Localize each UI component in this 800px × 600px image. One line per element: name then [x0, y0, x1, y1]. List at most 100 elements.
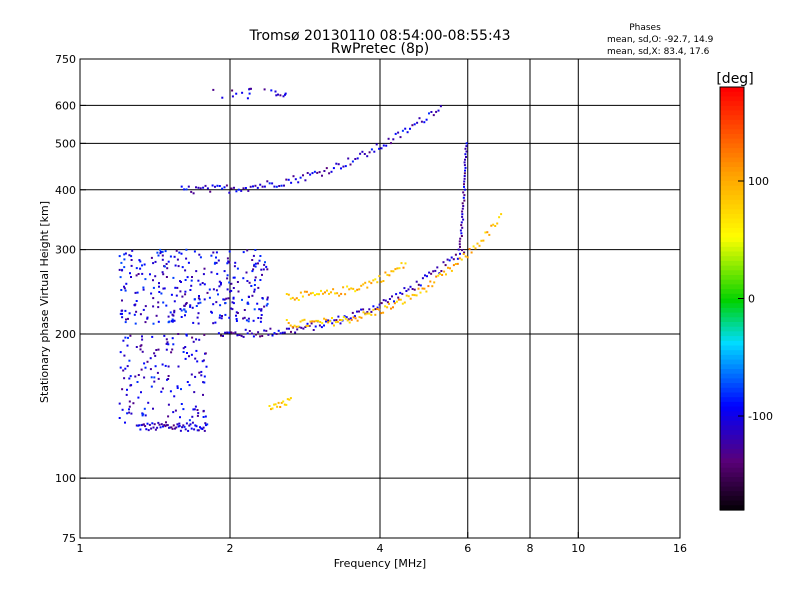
colorbar-band: [720, 223, 744, 229]
echo-point: [395, 293, 398, 296]
echo-point: [119, 351, 122, 354]
echo-point: [172, 343, 175, 346]
echo-point: [304, 179, 307, 182]
trace-scatter-cloud-1: [118, 248, 269, 325]
echo-point: [135, 300, 138, 302]
echo-point: [135, 310, 138, 313]
echo-point: [264, 261, 266, 264]
echo-point: [350, 318, 353, 321]
echo-point: [370, 282, 373, 285]
echo-point: [462, 196, 465, 199]
echo-point: [356, 288, 359, 291]
echo-point: [380, 280, 383, 283]
echo-point: [372, 279, 375, 282]
echo-point: [139, 313, 142, 316]
echo-point: [183, 304, 186, 307]
echo-point: [263, 305, 266, 308]
colorbar-band: [720, 190, 744, 196]
echo-point: [362, 283, 365, 286]
echo-point: [124, 367, 127, 370]
echo-point: [382, 299, 385, 302]
echo-point: [409, 285, 412, 288]
echo-point: [340, 292, 343, 295]
echo-point: [462, 191, 465, 194]
echo-point: [397, 131, 400, 134]
echo-point: [463, 185, 465, 188]
echo-point: [194, 375, 197, 378]
echo-point: [295, 325, 298, 328]
echo-point: [266, 302, 269, 305]
echo-point: [212, 88, 215, 91]
echo-point: [320, 326, 323, 329]
echo-point: [378, 275, 381, 278]
echo-point: [241, 298, 243, 301]
echo-point: [248, 330, 251, 332]
echo-point: [395, 300, 398, 303]
echo-point: [474, 247, 477, 250]
echo-point: [331, 317, 333, 319]
echo-point: [458, 257, 461, 260]
echo-point: [460, 232, 463, 235]
echo-point: [171, 427, 174, 430]
echo-point: [198, 253, 201, 256]
echo-point: [227, 297, 230, 300]
echo-point: [342, 286, 345, 289]
echo-point: [232, 332, 235, 335]
echo-point: [237, 290, 240, 293]
echo-point: [195, 425, 198, 428]
echo-point: [432, 114, 435, 117]
echo-point: [124, 421, 126, 424]
echo-point: [211, 184, 214, 187]
x-tick-label: 4: [377, 542, 384, 555]
echo-point: [232, 287, 235, 289]
echo-point: [167, 375, 170, 377]
echo-point: [459, 237, 462, 240]
echo-point: [320, 289, 322, 292]
echo-point: [437, 109, 440, 112]
echo-point: [163, 424, 166, 427]
echo-point: [401, 302, 404, 305]
echo-point: [403, 301, 406, 304]
echo-point: [139, 260, 142, 263]
echo-point: [146, 360, 149, 363]
echo-point: [271, 407, 274, 410]
echo-point: [143, 362, 146, 365]
echo-point: [254, 276, 257, 279]
echo-point: [167, 365, 170, 368]
echo-point: [297, 299, 300, 301]
echo-point: [226, 262, 229, 265]
echo-point: [123, 287, 126, 290]
colorbar-band: [720, 477, 744, 483]
echo-point: [216, 184, 219, 187]
echo-point: [122, 339, 125, 342]
echo-point: [323, 170, 326, 172]
echo-point: [218, 316, 221, 319]
colorbar-band: [720, 237, 744, 243]
echo-point: [155, 314, 158, 317]
echo-point: [457, 248, 460, 251]
echo-point: [421, 277, 424, 280]
echo-point: [129, 384, 132, 387]
echo-point: [300, 326, 303, 329]
echo-point: [429, 280, 432, 283]
echo-point: [358, 316, 361, 319]
chart-subtitle: RwPretec (8p): [331, 41, 429, 57]
echo-point: [463, 161, 466, 164]
echo-point: [180, 281, 182, 283]
echo-point: [273, 185, 276, 188]
echo-point: [181, 266, 184, 269]
echo-point: [147, 401, 150, 404]
echo-point: [215, 289, 218, 292]
echo-point: [283, 184, 285, 187]
echo-point: [401, 129, 404, 132]
echo-point: [199, 283, 202, 286]
echo-point: [199, 256, 202, 259]
echo-point: [185, 248, 188, 251]
echo-point: [301, 295, 304, 298]
echo-point: [184, 290, 187, 293]
echo-point: [191, 276, 193, 278]
echo-point: [234, 261, 237, 264]
colorbar-band: [720, 354, 744, 361]
echo-point: [334, 292, 337, 295]
